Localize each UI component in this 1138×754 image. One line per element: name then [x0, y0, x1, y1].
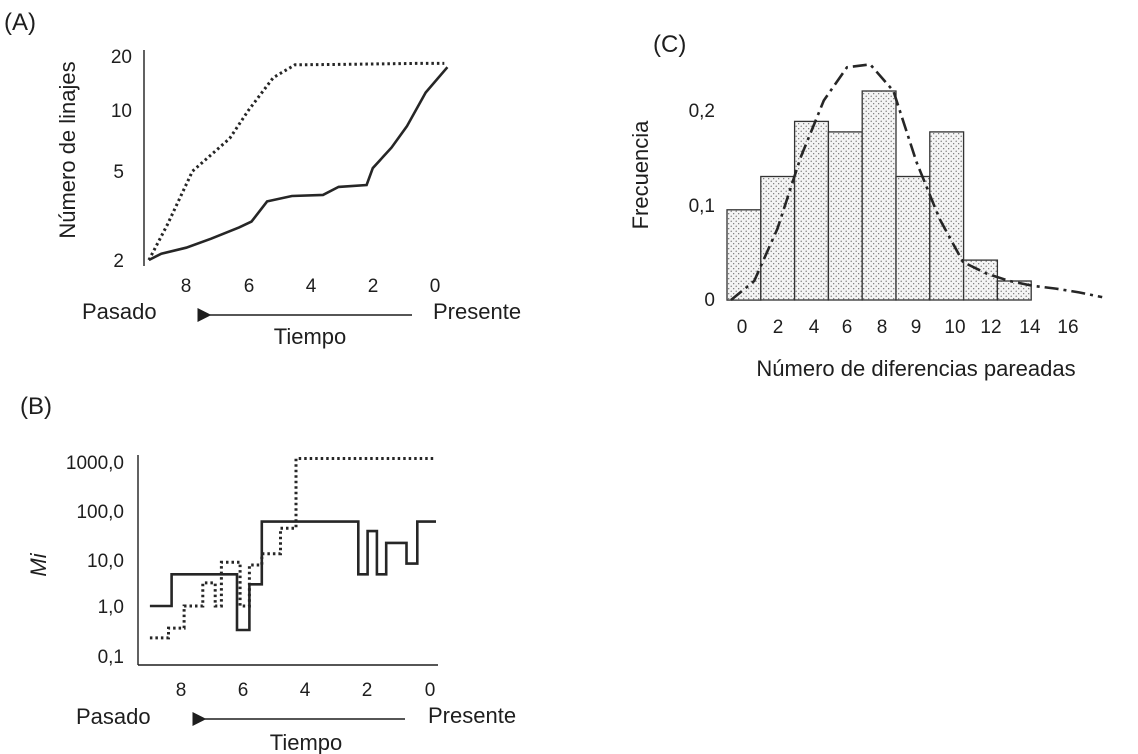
panel-a-xtick-2: 2 — [368, 276, 379, 297]
panel-c-ytick-0: 0 — [704, 290, 715, 311]
histogram-bar — [827, 131, 863, 301]
panel-b-pasado-label: Pasado — [76, 704, 151, 729]
panel-c-label: (C) — [653, 31, 686, 58]
panel-a-y-axis-title: Número de linajes — [55, 61, 80, 238]
panel-b-series — [149, 457, 436, 640]
panel-a-series — [147, 61, 449, 262]
panel-a-series-solid-line — [148, 66, 449, 262]
panel-a-presente-label: Presente — [433, 299, 521, 324]
panel-b-xtick-4: 4 — [300, 680, 311, 701]
panel-b-ytick-1000: 1000,0 — [66, 453, 124, 474]
panel-c-xticks: 0 2 4 6 8 9 10 12 14 16 — [737, 317, 1079, 338]
panel-b-xtick-2: 2 — [362, 680, 373, 701]
panel-b: (B) Mi 1000,0 100,0 10,0 1,0 0,1 8 6 4 2… — [20, 393, 516, 754]
panel-c-xtick: 4 — [809, 317, 820, 338]
panel-b-label: (B) — [20, 393, 52, 420]
panel-a-ytick-20: 20 — [111, 47, 132, 68]
histogram-bar — [962, 259, 999, 301]
panel-c-xtick: 6 — [842, 317, 853, 338]
expected-distribution-curve — [730, 63, 1103, 302]
histogram-bar — [793, 120, 830, 301]
panel-b-xtick-6: 6 — [238, 680, 249, 701]
panel-a-ytick-10: 10 — [111, 101, 132, 122]
panel-c-ytick-0-1: 0,1 — [689, 196, 715, 217]
panel-b-tiempo-label: Tiempo — [270, 730, 343, 754]
panel-b-series-solid-line — [149, 520, 436, 632]
panel-a-series-dotted-line — [147, 61, 445, 261]
panel-c-x-axis-title: Número de diferencias pareadas — [756, 356, 1075, 381]
panel-a-label: (A) — [4, 9, 36, 36]
histogram-bar — [861, 90, 897, 301]
panel-b-y-axis-title: Mi — [26, 552, 51, 576]
panel-a-xtick-8: 8 — [181, 276, 192, 297]
panel-a-xtick-0: 0 — [430, 276, 441, 297]
panel-b-ytick-100: 100,0 — [76, 502, 124, 523]
histogram-bar — [996, 280, 1032, 301]
histogram-bar — [895, 175, 931, 301]
panel-b-xtick-8: 8 — [176, 680, 187, 701]
panel-c-curve — [730, 63, 1103, 302]
panel-c-xtick: 14 — [1019, 317, 1041, 338]
panel-c-xtick: 2 — [773, 317, 784, 338]
panel-c-y-axis-title: Frecuencia — [628, 120, 653, 230]
panel-a-xtick-4: 4 — [306, 276, 317, 297]
panel-b-xtick-0: 0 — [425, 680, 436, 701]
panel-c-xtick: 10 — [944, 317, 965, 338]
panel-c: (C) Frecuencia 0,2 0,1 0 0 2 4 6 8 9 10 12 14 16 … — [628, 31, 1103, 381]
panel-b-presente-label: Presente — [428, 703, 516, 728]
panel-b-ytick-10: 10,0 — [87, 551, 124, 572]
panel-c-bars — [726, 90, 1032, 301]
panel-c-xtick: 9 — [911, 317, 922, 338]
histogram-bar — [726, 209, 762, 301]
histogram-bar — [929, 131, 965, 301]
histogram-bar — [760, 175, 796, 301]
panel-a-ytick-2: 2 — [113, 251, 124, 272]
panel-a: (A) Número de linajes 20 10 5 2 8 6 4 2 … — [4, 9, 521, 349]
panel-c-xtick: 0 — [737, 317, 748, 338]
panel-a-ytick-5: 5 — [113, 162, 124, 183]
panel-a-tiempo-label: Tiempo — [274, 324, 347, 349]
panel-a-xtick-6: 6 — [244, 276, 255, 297]
panel-c-xtick: 8 — [877, 317, 888, 338]
panel-c-xtick: 12 — [980, 317, 1001, 338]
panel-b-ytick-0-1: 0,1 — [98, 647, 124, 668]
panel-a-pasado-label: Pasado — [82, 299, 157, 324]
panel-c-ytick-0-2: 0,2 — [689, 101, 715, 122]
panel-b-ytick-1: 1,0 — [98, 597, 124, 618]
panel-b-series-dotted-line — [149, 457, 436, 640]
panel-c-xtick: 16 — [1057, 317, 1078, 338]
